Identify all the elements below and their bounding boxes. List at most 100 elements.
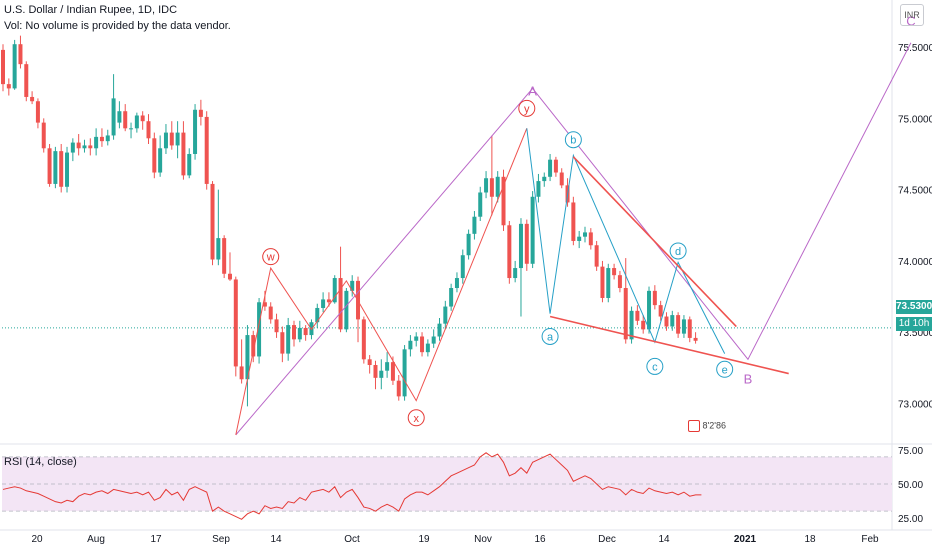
time-tick-label: 17 [150,534,162,545]
time-tick-label: 16 [534,534,546,545]
candle-body [76,142,81,149]
candle-body [454,278,459,289]
candle-body [6,84,11,89]
candlestick-series [1,35,698,407]
candle-body [268,306,273,320]
wave-label-d: d [675,246,681,258]
candle-body [187,153,192,176]
candle-body [210,183,215,260]
candle-body [583,232,587,237]
candle-body [536,181,541,197]
candle-body [588,232,593,246]
candle-body [65,152,70,187]
time-tick-label: 20 [31,534,43,545]
candle-body [18,44,23,65]
wave-marker-circle [518,99,536,117]
candle-body [350,280,355,291]
wave-drawings [235,42,912,436]
candle-body [245,335,250,380]
candle-body [53,151,58,184]
candle-body [466,233,471,256]
candle-body [443,306,448,324]
candle-body [59,151,64,187]
candle-body [41,122,46,149]
wave-label-c: c [652,361,658,373]
candle-body [222,238,227,274]
calendar-icon [688,420,700,432]
candle-body [472,216,477,234]
events-badge[interactable]: 8'2'86 [688,420,726,438]
candle-body [216,238,221,260]
candle-body [385,362,390,371]
candle-body [303,327,308,336]
candle-body [617,275,622,289]
candle-body [99,136,104,142]
candle-body [460,255,465,279]
wave-label-b: b [570,135,576,147]
wave-marker-circle [262,248,280,266]
candle-body [600,266,605,298]
wave-labels: A B Cw x y a b c d e [262,13,916,427]
candle-body [297,327,302,340]
currency-button[interactable]: INR [900,4,924,26]
wave-label-B: B [744,371,753,386]
time-tick-label: 14 [658,534,670,545]
candle-body [12,44,17,89]
candle-body [652,290,657,306]
candle-body [408,340,413,350]
wave-marker-circle [669,242,687,260]
candle-body [326,299,331,303]
candle-body [449,288,454,307]
candle-body [414,336,419,341]
candle-body [193,109,198,154]
candle-body [262,302,267,307]
candle-body [280,332,285,354]
candle-body [431,336,436,344]
candle-body [390,362,395,381]
candle-body [274,319,279,333]
candle-body [152,138,157,173]
candle-body [606,268,611,298]
time-tick-label: Feb [861,534,879,545]
candle-body [542,176,547,182]
candle-body [524,223,529,264]
candle-body [676,315,681,334]
time-tick-label: Nov [474,534,492,545]
rsi-panel: 75.00 50.00 25.00 [2,446,923,525]
candle-body [181,132,186,176]
wave-label-x: x [413,413,419,425]
candle-body [396,380,401,397]
candle-body [163,132,168,149]
candle-body [420,336,425,353]
candle-body [292,325,296,340]
time-tick-label: 18 [804,534,816,545]
candle-body [612,268,617,276]
candle-body [24,64,29,97]
candle-body [658,305,663,317]
time-tick-label: 19 [418,534,430,545]
candle-body [227,273,232,280]
candle-body [175,132,180,146]
time-tick-label: Dec [598,534,616,545]
wave-marker-circle [716,360,734,378]
abcde-pattern-line [526,128,726,354]
candle-body [82,145,87,149]
rsi-tick-label: 25.00 [898,514,923,525]
wave-marker-circle [564,131,582,149]
time-tick-label: Aug [87,534,105,545]
abc-pattern-line [235,42,912,436]
rsi-legend[interactable]: RSI (14, close) [4,456,77,468]
wave-label-e: e [722,364,728,376]
candle-body [47,148,52,184]
wave-marker-circle [541,327,559,345]
time-tick-label: 2021 [734,534,757,545]
candle-body [548,159,553,177]
candle-body [402,349,407,397]
time-axis: 20 Aug 17 Sep 14 Oct 19 Nov 16 Dec 14 2021 18 Feb [31,534,879,545]
candle-body [105,135,110,142]
candle-body [594,245,599,267]
candle-body [693,337,698,341]
candle-body [373,365,378,378]
candle-body [239,366,244,380]
